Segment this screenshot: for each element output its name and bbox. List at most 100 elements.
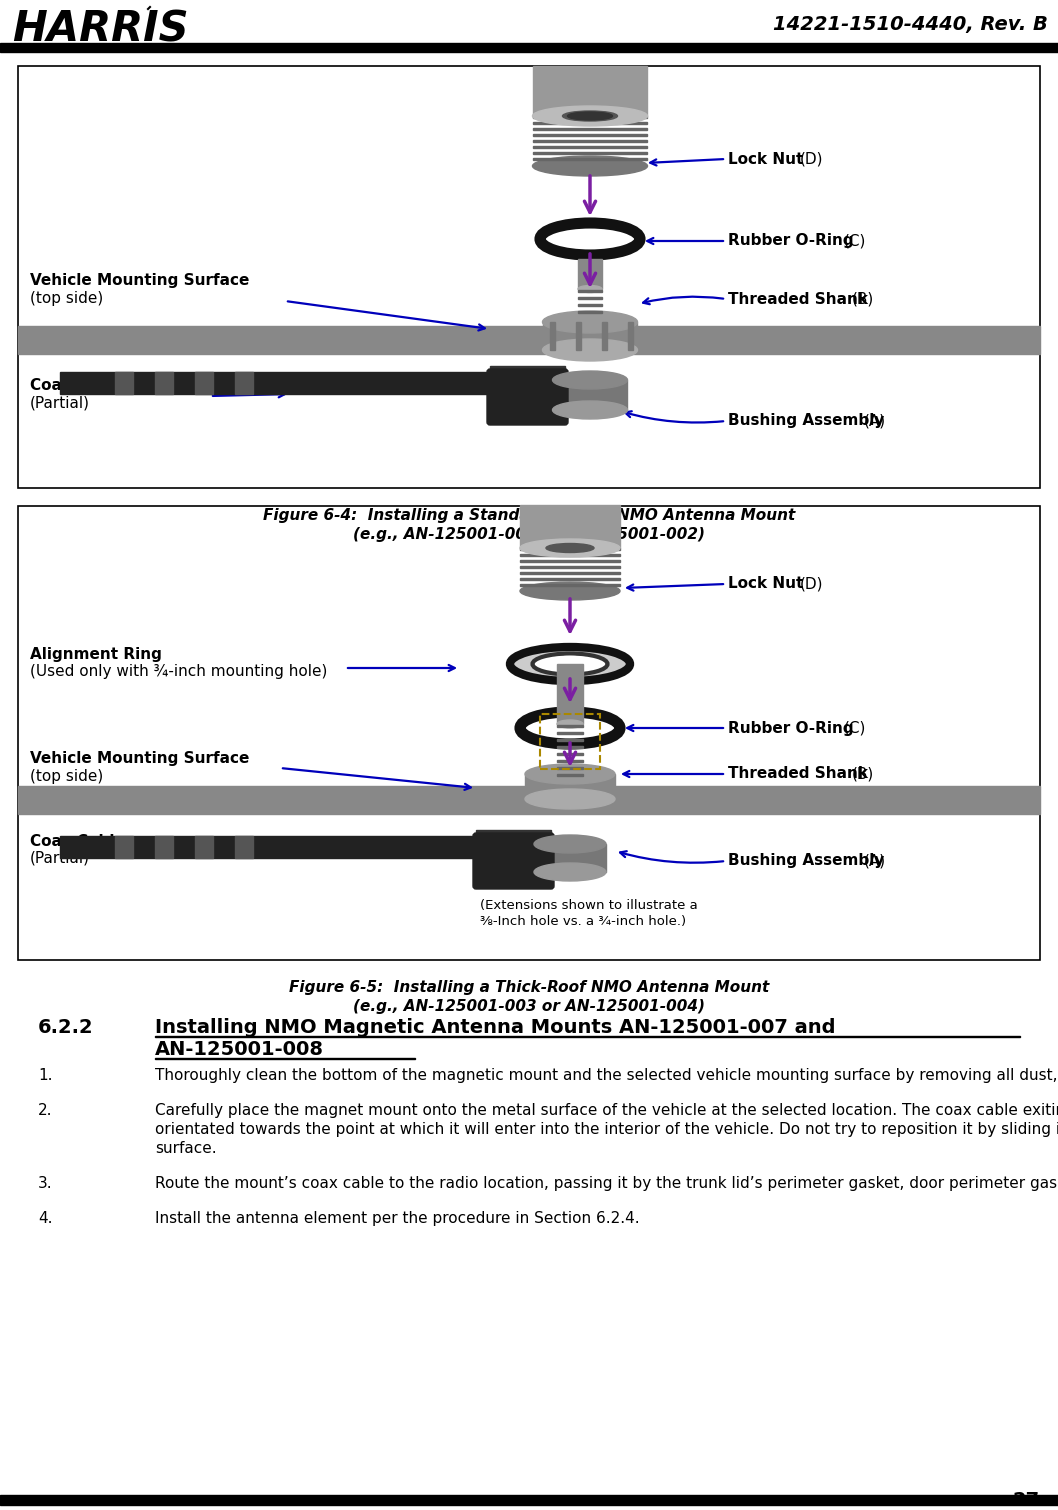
Text: Threaded Shank: Threaded Shank <box>728 767 873 782</box>
Ellipse shape <box>510 646 630 681</box>
Text: 14221-1510-4440, Rev. B: 14221-1510-4440, Rev. B <box>773 15 1048 35</box>
Bar <box>519 566 620 568</box>
Bar <box>557 746 583 747</box>
Bar <box>557 725 583 726</box>
Ellipse shape <box>563 231 618 248</box>
Ellipse shape <box>534 864 606 880</box>
Bar <box>540 714 600 769</box>
Text: Coax Cable: Coax Cable <box>30 834 125 849</box>
Bar <box>533 153 647 154</box>
Text: (top side): (top side) <box>30 290 104 305</box>
Bar <box>519 584 620 586</box>
Text: (e.g., AN-125001-003 or AN-125001-004): (e.g., AN-125001-003 or AN-125001-004) <box>353 1000 705 1015</box>
Ellipse shape <box>567 112 613 119</box>
Text: (C): (C) <box>844 234 867 249</box>
Ellipse shape <box>552 402 627 418</box>
Text: Bushing Assembly: Bushing Assembly <box>728 414 890 429</box>
Bar <box>60 371 510 394</box>
Bar <box>533 122 647 124</box>
Bar <box>533 134 647 136</box>
Text: 3.: 3. <box>38 1176 53 1191</box>
Bar <box>578 311 602 313</box>
Text: Installing NMO Magnetic Antenna Mounts AN-125001-007 and: Installing NMO Magnetic Antenna Mounts A… <box>156 1018 836 1037</box>
Ellipse shape <box>578 285 602 293</box>
Bar <box>195 837 213 858</box>
Ellipse shape <box>543 720 598 735</box>
Text: 2.: 2. <box>38 1102 53 1117</box>
Ellipse shape <box>534 835 606 853</box>
Bar <box>557 732 583 734</box>
Bar <box>576 322 581 350</box>
Bar <box>578 260 602 288</box>
Ellipse shape <box>546 544 594 553</box>
Ellipse shape <box>532 156 647 177</box>
Text: ⅜-Inch hole vs. a ¾-inch hole.): ⅜-Inch hole vs. a ¾-inch hole.) <box>480 915 687 929</box>
Text: (B): (B) <box>852 291 874 307</box>
Ellipse shape <box>525 764 615 784</box>
Ellipse shape <box>532 654 607 675</box>
Bar <box>18 787 1040 814</box>
Bar <box>533 66 647 116</box>
Bar <box>557 760 583 763</box>
Bar <box>195 371 213 394</box>
Text: Route the mount’s coax cable to the radio location, passing it by the trunk lid’: Route the mount’s coax cable to the radi… <box>156 1176 1058 1191</box>
Text: Figure 6-5:  Installing a Thick-Roof NMO Antenna Mount: Figure 6-5: Installing a Thick-Roof NMO … <box>289 980 769 995</box>
Bar <box>156 371 174 394</box>
Text: Lock Nut: Lock Nut <box>728 577 808 592</box>
Bar <box>553 381 627 411</box>
Text: Thoroughly clean the bottom of the magnetic mount and the selected vehicle mount: Thoroughly clean the bottom of the magne… <box>156 1068 1058 1083</box>
Bar <box>0 42 1058 51</box>
Bar <box>490 365 565 394</box>
Ellipse shape <box>552 371 627 390</box>
Bar <box>534 844 606 871</box>
Bar <box>578 290 602 291</box>
Text: AN-125001-008: AN-125001-008 <box>156 1040 324 1059</box>
Bar <box>0 1495 1058 1505</box>
Bar <box>525 775 615 799</box>
FancyBboxPatch shape <box>473 834 554 889</box>
Bar <box>115 837 133 858</box>
Bar <box>533 128 647 130</box>
Text: 6.2.2: 6.2.2 <box>38 1018 93 1037</box>
Text: Lock Nut: Lock Nut <box>728 151 808 166</box>
Bar <box>519 548 620 550</box>
Text: (B): (B) <box>852 767 874 782</box>
Text: surface.: surface. <box>156 1142 217 1157</box>
Bar <box>519 572 620 574</box>
Bar <box>533 116 647 118</box>
Ellipse shape <box>543 340 638 361</box>
Bar <box>533 159 647 160</box>
Text: (Extensions shown to illustrate a: (Extensions shown to illustrate a <box>480 900 697 912</box>
Bar <box>578 304 602 307</box>
Bar <box>543 322 637 350</box>
Bar <box>60 837 495 858</box>
Text: Rubber O-Ring: Rubber O-Ring <box>728 234 859 249</box>
Text: (C): (C) <box>844 720 867 735</box>
Text: 1.: 1. <box>38 1068 53 1083</box>
Ellipse shape <box>519 713 620 744</box>
Text: Figure 6-4:  Installing a Standard ¾-Inch NMO Antenna Mount: Figure 6-4: Installing a Standard ¾-Inch… <box>262 507 796 522</box>
Text: Vehicle Mounting Surface: Vehicle Mounting Surface <box>30 273 250 288</box>
Bar <box>519 504 620 548</box>
Text: 27: 27 <box>1013 1490 1040 1510</box>
Text: Bushing Assembly: Bushing Assembly <box>728 853 890 868</box>
Bar <box>533 140 647 142</box>
Bar <box>18 66 1040 488</box>
Bar <box>476 831 551 858</box>
Bar <box>557 664 583 723</box>
Text: orientated towards the point at which it will enter into the interior of the veh: orientated towards the point at which it… <box>156 1122 1058 1137</box>
Text: Threaded Shank: Threaded Shank <box>728 291 873 307</box>
Text: (A): (A) <box>864 414 887 429</box>
Bar <box>235 837 253 858</box>
Bar <box>519 578 620 580</box>
Bar <box>519 560 620 562</box>
Text: Vehicle Mounting Surface: Vehicle Mounting Surface <box>30 750 250 766</box>
Text: (top side): (top side) <box>30 769 104 784</box>
Bar <box>628 322 633 350</box>
Text: (D): (D) <box>800 151 823 166</box>
Ellipse shape <box>563 112 618 121</box>
Bar <box>18 326 1040 353</box>
Text: (A): (A) <box>864 853 887 868</box>
Bar <box>519 554 620 556</box>
Text: HARRIS: HARRIS <box>12 8 188 50</box>
